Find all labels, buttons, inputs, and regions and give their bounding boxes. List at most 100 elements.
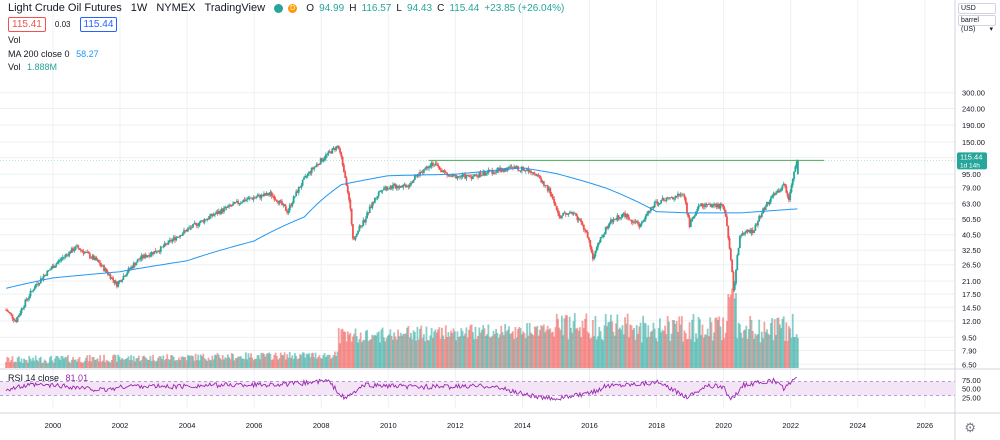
candle-body[interactable]: [526, 168, 528, 171]
candle-body[interactable]: [689, 221, 692, 227]
candle-body[interactable]: [198, 222, 201, 226]
candle-body[interactable]: [687, 213, 690, 218]
candle-body[interactable]: [199, 220, 202, 223]
candle-body[interactable]: [475, 174, 478, 176]
candle-body[interactable]: [384, 186, 387, 189]
candle-body[interactable]: [433, 164, 436, 166]
candle-body[interactable]: [637, 221, 639, 224]
candle-body[interactable]: [269, 192, 272, 195]
candle-body[interactable]: [221, 208, 224, 212]
candle-body[interactable]: [184, 230, 187, 232]
candle-body[interactable]: [399, 186, 402, 188]
candle-body[interactable]: [628, 217, 630, 220]
candle-body[interactable]: [479, 172, 482, 176]
candle-body[interactable]: [166, 243, 169, 245]
candle-body[interactable]: [595, 247, 598, 252]
candle-body[interactable]: [206, 218, 209, 221]
candle-body[interactable]: [87, 252, 90, 254]
candle-body[interactable]: [688, 217, 691, 227]
legend-ma[interactable]: MA 200 close 0 58.27: [8, 48, 99, 59]
candle-body[interactable]: [709, 204, 712, 206]
candle-body[interactable]: [553, 198, 556, 204]
candle-body[interactable]: [336, 145, 339, 147]
candle-body[interactable]: [46, 270, 49, 276]
candle-body[interactable]: [453, 175, 456, 176]
candle-body[interactable]: [6, 309, 9, 312]
candle-body[interactable]: [419, 171, 421, 176]
candle-body[interactable]: [90, 257, 93, 259]
candle-body[interactable]: [10, 313, 13, 315]
candle-body[interactable]: [332, 147, 335, 149]
candle-body[interactable]: [283, 204, 286, 207]
candle-body[interactable]: [402, 184, 405, 188]
candle-body[interactable]: [459, 176, 461, 177]
candle-body[interactable]: [17, 315, 20, 318]
candle-body[interactable]: [132, 263, 135, 268]
candle-body[interactable]: [510, 166, 513, 168]
candle-body[interactable]: [607, 225, 610, 229]
candle-body[interactable]: [327, 151, 330, 154]
candle-body[interactable]: [154, 250, 157, 253]
candle-body[interactable]: [406, 185, 409, 187]
candle-body[interactable]: [630, 220, 633, 222]
candle-body[interactable]: [292, 196, 295, 203]
candle-body[interactable]: [562, 212, 565, 216]
candle-body[interactable]: [471, 176, 474, 180]
candle-body[interactable]: [674, 195, 677, 198]
candle-body[interactable]: [711, 205, 714, 207]
candle-body[interactable]: [715, 204, 718, 208]
candle-body[interactable]: [591, 252, 594, 260]
candle-body[interactable]: [11, 314, 14, 319]
candle-body[interactable]: [167, 240, 170, 245]
candle-body[interactable]: [474, 174, 477, 176]
candle-body[interactable]: [19, 313, 22, 316]
candle-body[interactable]: [297, 187, 300, 193]
candle-body[interactable]: [343, 165, 345, 172]
candle-body[interactable]: [665, 197, 668, 202]
candle-body[interactable]: [103, 265, 105, 272]
candle-body[interactable]: [717, 203, 719, 208]
interval-label[interactable]: 1W: [130, 2, 148, 15]
candle-body[interactable]: [189, 227, 192, 229]
candle-body[interactable]: [566, 214, 568, 215]
candle-body[interactable]: [186, 228, 189, 232]
candle-body[interactable]: [451, 174, 454, 177]
candle-body[interactable]: [235, 201, 238, 203]
candle-body[interactable]: [653, 201, 656, 207]
candle-body[interactable]: [128, 268, 131, 269]
candle-body[interactable]: [677, 193, 679, 197]
candle-body[interactable]: [261, 194, 264, 197]
candle-body[interactable]: [195, 223, 198, 227]
candle-body[interactable]: [530, 170, 532, 173]
candle-body[interactable]: [763, 208, 766, 210]
candle-body[interactable]: [511, 166, 514, 168]
candle-body[interactable]: [625, 214, 628, 218]
candle-body[interactable]: [273, 196, 276, 200]
candle-body[interactable]: [388, 188, 390, 190]
candle-body[interactable]: [239, 202, 242, 204]
candle-body[interactable]: [346, 185, 349, 193]
candle-body[interactable]: [673, 197, 675, 200]
candle-body[interactable]: [533, 173, 536, 175]
candle-body[interactable]: [657, 203, 660, 205]
candle-body[interactable]: [513, 166, 516, 168]
candle-body[interactable]: [573, 213, 576, 215]
candle-body[interactable]: [497, 168, 500, 171]
candle-body[interactable]: [736, 255, 739, 270]
candle-body[interactable]: [91, 255, 94, 258]
candle-body[interactable]: [651, 207, 654, 209]
candle-body[interactable]: [648, 210, 651, 212]
candle-body[interactable]: [176, 236, 179, 238]
candle-body[interactable]: [644, 215, 647, 220]
candle-body[interactable]: [531, 172, 534, 173]
candle-body[interactable]: [69, 251, 72, 253]
candle-body[interactable]: [270, 192, 273, 196]
candle-body[interactable]: [223, 208, 225, 212]
candle-body[interactable]: [48, 269, 51, 271]
candle-body[interactable]: [745, 230, 748, 233]
candle-body[interactable]: [330, 151, 332, 154]
candle-body[interactable]: [442, 170, 445, 173]
candle-body[interactable]: [769, 197, 772, 202]
candle-body[interactable]: [666, 197, 669, 199]
candle-body[interactable]: [744, 232, 746, 235]
